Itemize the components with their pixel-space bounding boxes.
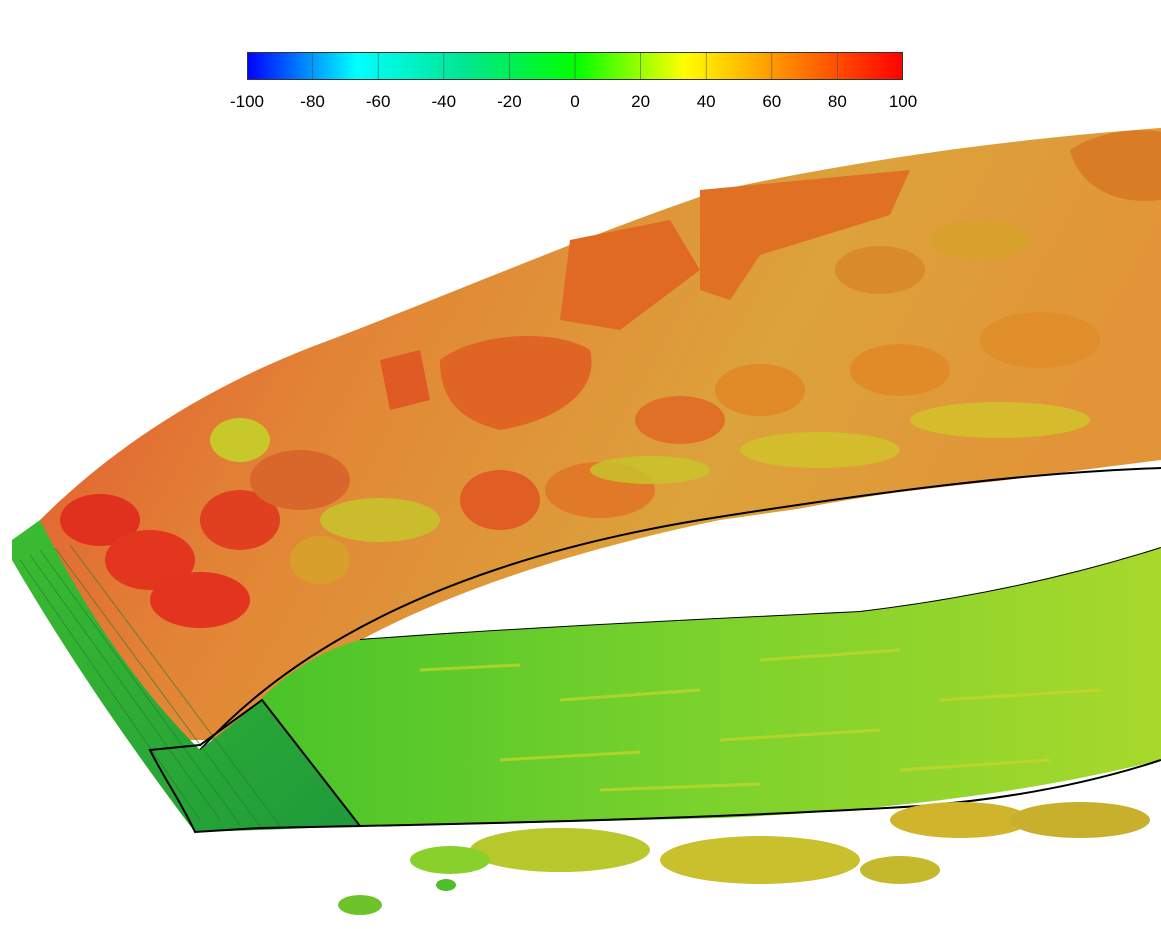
- colorbar-tick-label: 20: [631, 92, 651, 111]
- surface-streaks: [419, 648, 1101, 792]
- colorbar-tick-labels: -100 -80 -60 -40 -20 0 20 40 60 80 100: [0, 92, 1161, 116]
- leading-edge-block: [12, 520, 360, 832]
- wake-yellow-patches: [320, 402, 1090, 542]
- colorbar-tick-label: 60: [762, 92, 782, 111]
- leading-edge-vortices: [60, 418, 350, 628]
- upper-surface-edge: [199, 467, 1161, 751]
- leading-edge-lines: [19, 544, 281, 827]
- colorbar-border: [247, 52, 903, 80]
- colorbar-tick-label: 40: [696, 92, 716, 111]
- colorbar-tick-label: -60: [365, 92, 391, 111]
- colorbar-tick-label: -40: [431, 92, 457, 111]
- colorbar-tick-label: 0: [570, 92, 580, 111]
- leading-edge-outline: [148, 698, 363, 834]
- colorbar: [247, 52, 903, 80]
- lower-surface: [260, 548, 1161, 826]
- colorbar-tick-label: -80: [300, 92, 325, 111]
- lower-wake-blobs: [338, 802, 1150, 915]
- colorbar-tick-label: 80: [827, 92, 847, 111]
- trailing-outline: [359, 759, 1161, 827]
- colorbar-tick-label: 100: [888, 92, 918, 111]
- colorbar-tick-label: -20: [497, 92, 522, 111]
- colorbar-tick-label: -100: [229, 92, 265, 111]
- large-vortex-structures: [380, 130, 1161, 530]
- colorbar-dividers: [312, 52, 838, 80]
